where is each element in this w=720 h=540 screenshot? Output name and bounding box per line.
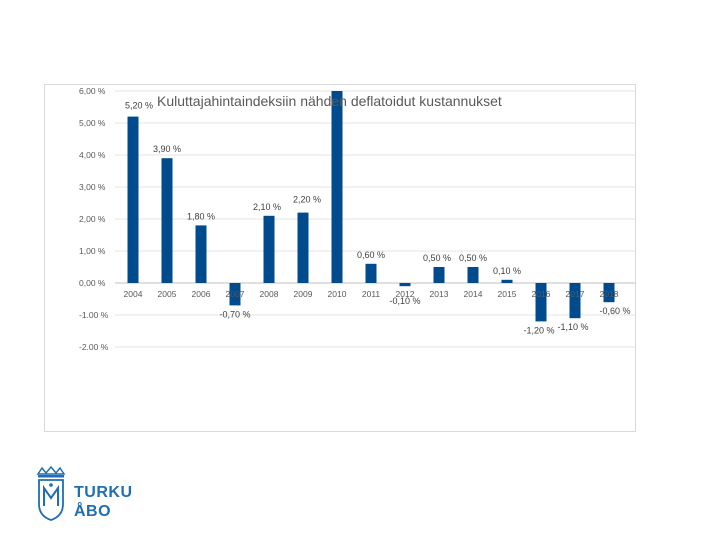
city-crest-icon: TURKU ÅBO [36,465,133,521]
logo-text-abo: ÅBO [74,501,111,520]
bar [331,91,343,283]
x-tick-label: 2004 [124,289,143,299]
turku-abo-logo: TURKU ÅBO [34,465,144,522]
data-label: -0,60 % [599,306,630,316]
data-label: -1,20 % [523,325,554,335]
y-tick-label: 2,00 % [79,214,106,224]
data-label: 0,50 % [423,253,451,263]
x-tick-label: 2012 [396,289,415,299]
data-label: 5,20 % [125,101,153,111]
chart-title: Kuluttajahintaindeksiin nähden deflatoid… [157,93,502,109]
bar-chart: 6,00 % 5,00 % 4,00 % 3,00 % 2,00 % 1,00 % 0,00… [79,86,635,352]
x-tick-label: 2017 [566,289,585,299]
x-tick-label: 2005 [158,289,177,299]
chart-frame: 6,00 % 5,00 % 4,00 % 3,00 % 2,00 % 1,00 % 0,00… [44,84,636,432]
data-label: -0,70 % [219,309,250,319]
y-tick-label: 4,00 % [79,150,106,160]
y-tick-label: 6,00 % [79,86,106,96]
bar [535,283,547,322]
data-label: 2,20 % [293,195,321,205]
data-label: 1,80 % [187,211,215,221]
bar [501,279,513,283]
bar [569,283,581,319]
bar [161,158,173,283]
x-tick-label: 2014 [464,289,483,299]
bar [399,283,411,287]
bar [365,263,377,283]
x-tick-label: 2007 [226,289,245,299]
x-tick-label: 2015 [498,289,517,299]
y-tick-label: -1.00 % [79,310,109,320]
x-tick-label: 2013 [430,289,449,299]
x-tick-label: 2011 [362,289,381,299]
bar [195,225,207,283]
y-tick-label: 1,00 % [79,246,106,256]
bar [263,215,275,283]
bar [603,283,615,303]
data-label: 0,50 % [459,253,487,263]
bar [433,267,445,283]
data-label: 0,60 % [357,250,385,260]
bar [467,267,479,283]
y-tick-label: 3,00 % [79,182,106,192]
y-tick-label: -2.00 % [79,342,109,352]
bar [297,212,309,283]
x-tick-label: 2006 [192,289,211,299]
data-label: 2,10 % [253,202,281,212]
x-tick-label: 2008 [260,289,279,299]
y-tick-label: 0,00 % [79,278,106,288]
x-tick-label: 2016 [532,289,551,299]
x-tick-label: 2009 [294,289,313,299]
logo-text-turku: TURKU [74,484,133,501]
x-tick-label: 2018 [600,289,619,299]
bar [229,283,241,306]
data-label: -0,10 % [389,296,420,306]
bar [127,116,139,283]
x-tick-label: 2010 [328,289,347,299]
y-tick-label: 5,00 % [79,118,106,128]
data-label: 0,10 % [493,266,521,276]
data-label: 3,90 % [153,144,181,154]
data-label: -1,10 % [557,322,588,332]
